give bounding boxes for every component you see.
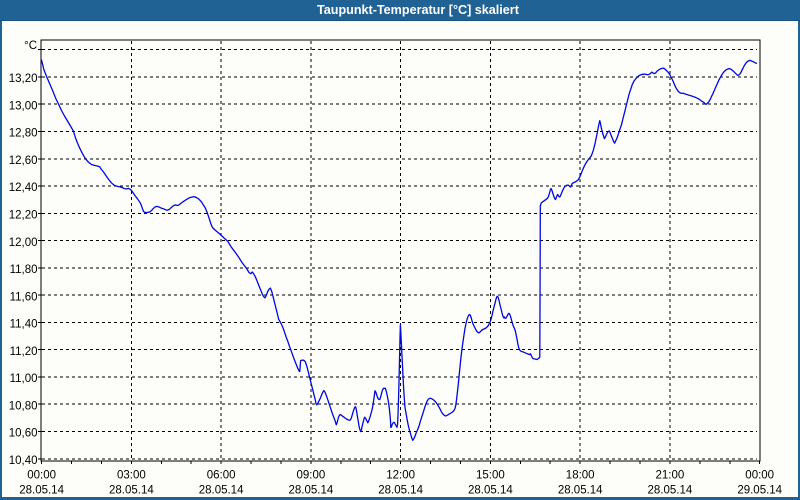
svg-text:09:00: 09:00 [297,470,326,482]
svg-text:12,20: 12,20 [9,210,38,222]
svg-text:21:00: 21:00 [656,470,685,482]
svg-text:18:00: 18:00 [566,470,595,482]
svg-text:11,60: 11,60 [10,291,38,303]
svg-text:10,40: 10,40 [9,455,38,467]
svg-text:11,40: 11,40 [10,319,38,331]
svg-text:28.05.14: 28.05.14 [378,485,423,497]
svg-text:28.05.14: 28.05.14 [19,485,64,497]
svg-text:28.05.14: 28.05.14 [199,485,244,497]
svg-text:13,20: 13,20 [9,73,38,85]
svg-text:11,00: 11,00 [10,373,38,385]
svg-text:°C: °C [24,40,37,52]
svg-text:11,80: 11,80 [10,264,38,276]
svg-text:29.05.14: 29.05.14 [737,485,782,497]
svg-text:28.05.14: 28.05.14 [648,485,693,497]
svg-text:03:00: 03:00 [117,470,146,482]
svg-text:10,80: 10,80 [9,400,38,412]
svg-text:28.05.14: 28.05.14 [289,485,334,497]
svg-text:28.05.14: 28.05.14 [468,485,513,497]
svg-text:15:00: 15:00 [476,470,505,482]
svg-text:12,00: 12,00 [9,237,38,249]
svg-text:28.05.14: 28.05.14 [558,485,603,497]
svg-text:06:00: 06:00 [207,470,236,482]
svg-text:12,60: 12,60 [9,155,38,167]
svg-text:13,00: 13,00 [9,100,38,112]
svg-text:10,60: 10,60 [9,428,38,440]
svg-text:11,20: 11,20 [10,346,38,358]
svg-text:12,80: 12,80 [9,128,38,140]
svg-text:12:00: 12:00 [386,470,415,482]
svg-text:12,40: 12,40 [9,182,38,194]
svg-text:00:00: 00:00 [745,470,774,482]
svg-text:00:00: 00:00 [27,470,56,482]
svg-text:28.05.14: 28.05.14 [109,485,154,497]
